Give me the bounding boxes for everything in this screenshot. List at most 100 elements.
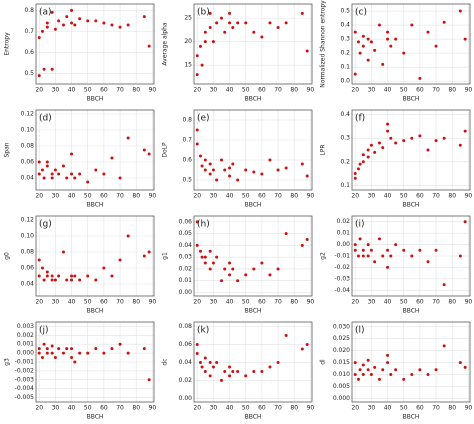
point	[410, 373, 414, 377]
x-tick-label: 20	[351, 405, 359, 412]
x-tick-label: 60	[258, 193, 266, 200]
y-tick-label: -0.002	[15, 367, 35, 374]
point	[442, 136, 446, 140]
point	[195, 220, 199, 224]
point	[118, 258, 122, 262]
plot-frame	[351, 215, 471, 297]
point	[228, 166, 232, 170]
point	[126, 234, 130, 238]
plot-frame	[351, 109, 471, 191]
x-tick-label: 70	[116, 405, 124, 412]
point	[195, 142, 199, 146]
point	[244, 21, 248, 25]
point	[410, 136, 414, 140]
y-tick-label: -0.02	[334, 264, 350, 271]
y-tick-label: 0.02	[337, 218, 351, 225]
point	[203, 158, 207, 162]
point	[426, 148, 430, 152]
point	[208, 360, 212, 364]
point	[208, 26, 212, 30]
point	[389, 373, 393, 377]
point	[142, 15, 146, 19]
x-axis-label: BBCH	[403, 96, 420, 103]
point	[94, 278, 98, 282]
y-tick-label: 0.025	[333, 335, 350, 342]
y-tick-label: 0.10	[21, 127, 35, 134]
point	[61, 351, 65, 355]
x-tick-label: 40	[384, 299, 392, 306]
y-tick-label: 0.08	[21, 143, 35, 150]
point	[353, 373, 357, 377]
point	[366, 148, 370, 152]
point	[434, 44, 438, 48]
point	[50, 10, 54, 14]
y-axis-label: DoLP	[162, 142, 169, 158]
y-tick-label: 0.2	[340, 158, 350, 165]
point	[305, 49, 309, 53]
point	[37, 172, 41, 176]
point	[394, 37, 398, 41]
point	[366, 254, 370, 258]
point	[219, 279, 223, 283]
point	[369, 248, 373, 252]
point	[78, 278, 82, 282]
point	[86, 180, 90, 184]
point	[45, 164, 49, 168]
y-tick-label: 0.01	[179, 277, 193, 284]
point	[219, 378, 223, 382]
plot-frame	[351, 321, 471, 403]
point	[244, 273, 248, 277]
point	[356, 377, 360, 381]
x-tick-label: 40	[68, 193, 76, 200]
point	[73, 176, 77, 180]
x-tick-label: 50	[242, 299, 250, 306]
point	[70, 356, 74, 360]
point	[110, 347, 114, 351]
x-tick-label: 60	[100, 405, 108, 412]
point	[208, 172, 212, 176]
point	[37, 74, 41, 78]
point	[211, 365, 215, 369]
point	[37, 36, 41, 40]
x-tick-label: 30	[52, 299, 60, 306]
point	[195, 351, 199, 355]
x-tick-label: 50	[84, 299, 92, 306]
point	[386, 129, 390, 133]
plot-frame	[35, 321, 155, 403]
x-tick-label: 50	[242, 193, 250, 200]
x-tick-label: 70	[116, 193, 124, 200]
point	[300, 347, 304, 351]
point	[426, 30, 430, 34]
point	[208, 267, 212, 271]
point	[50, 344, 54, 348]
x-tick-label: 70	[432, 87, 440, 94]
y-tick-label: -0.004	[15, 385, 35, 392]
point	[40, 266, 44, 270]
point	[208, 11, 212, 15]
y-tick-label: 0.7	[24, 28, 34, 35]
x-tick-label: 80	[132, 193, 140, 200]
y-tick-label: 0.04	[21, 281, 35, 288]
x-axis-label: BBCH	[87, 202, 104, 209]
point	[215, 255, 219, 259]
y-tick-label: 15	[184, 62, 192, 69]
y-tick-label: 0.04	[179, 359, 193, 366]
point	[361, 254, 365, 258]
point	[203, 30, 207, 34]
plot-frame	[351, 3, 471, 85]
x-tick-label: 60	[258, 87, 266, 94]
y-axis-label: Span	[4, 142, 11, 157]
point	[252, 267, 256, 271]
x-axis-label: BBCH	[87, 308, 104, 315]
y-tick-label: 0.1	[340, 182, 350, 189]
point	[57, 172, 61, 176]
point	[211, 40, 215, 44]
x-tick-label: 40	[68, 87, 76, 94]
y-tick-label: 0.015	[333, 359, 350, 366]
point	[50, 274, 54, 278]
x-tick-label: 30	[210, 87, 218, 94]
point	[268, 365, 272, 369]
point	[252, 170, 256, 174]
point	[70, 172, 74, 176]
x-tick-label: 30	[368, 87, 376, 94]
